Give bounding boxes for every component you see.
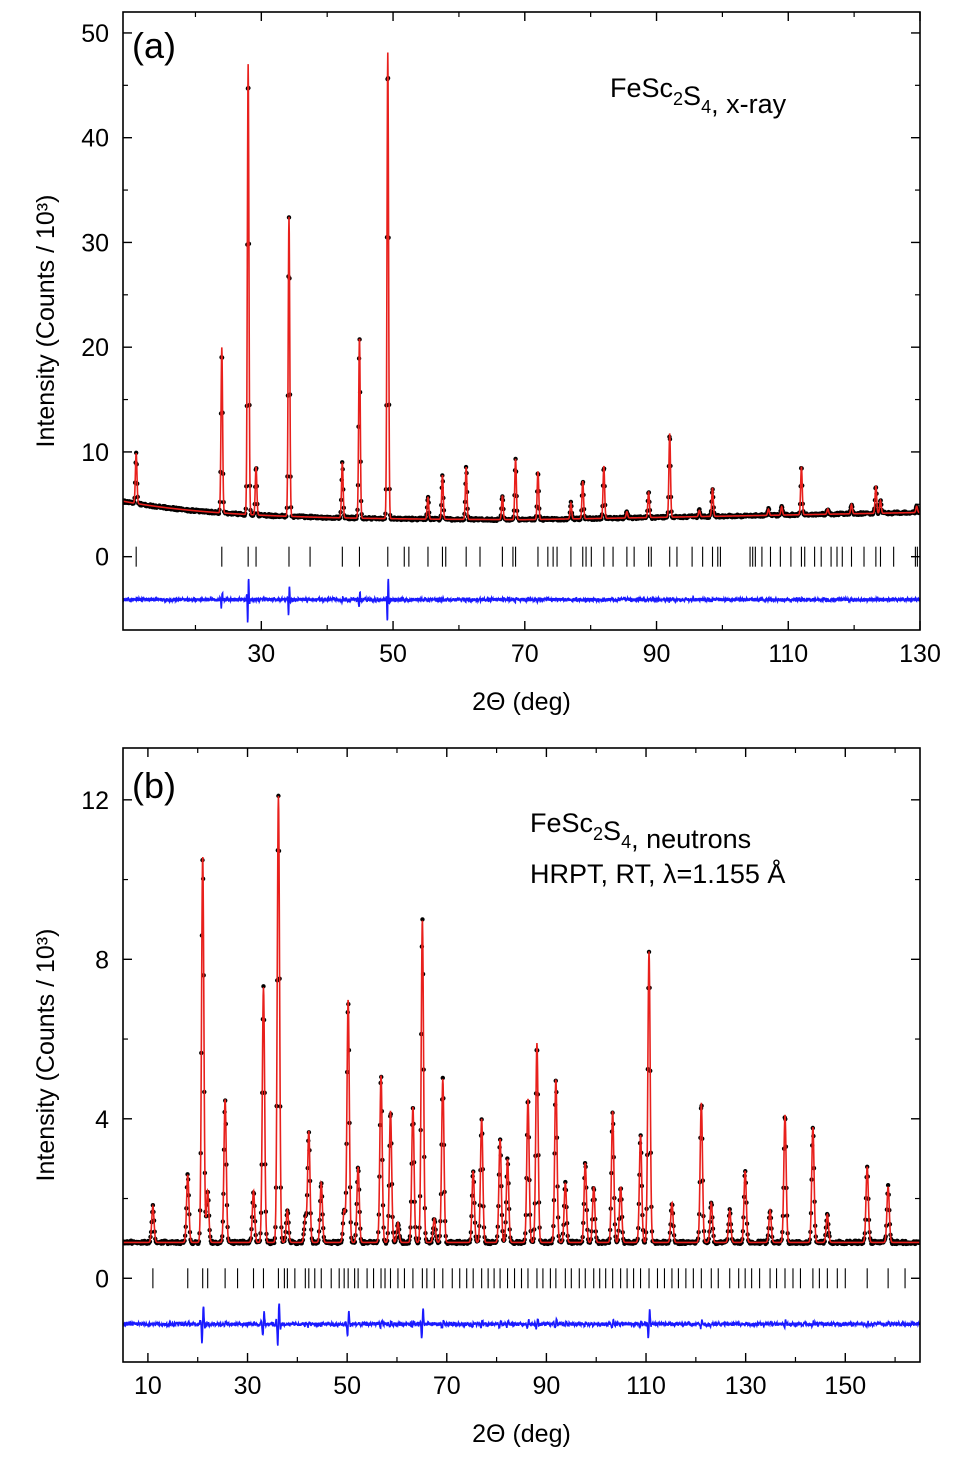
panel-b: 10 30 50 70 90 110 130 150 0 4 8 12 2Θ (deg) Intensit… bbox=[32, 747, 921, 1448]
observed-points bbox=[123, 75, 920, 524]
y-tick-label: 10 bbox=[81, 439, 109, 467]
x-tick-label: 30 bbox=[247, 640, 275, 668]
annotation-text: , neutrons bbox=[631, 824, 751, 854]
calculated-curve bbox=[123, 52, 920, 521]
x-tick-label: 10 bbox=[134, 1372, 162, 1400]
annotation-text: HRPT, RT, λ=1.155 Å bbox=[530, 858, 785, 889]
y-axis-title: Intensity (Counts / 10³) bbox=[32, 929, 60, 1182]
y-tick-label: 0 bbox=[95, 544, 109, 572]
x-tick-label: 90 bbox=[533, 1372, 561, 1400]
observed-points bbox=[123, 793, 920, 1247]
x-tick-label: 30 bbox=[234, 1372, 262, 1400]
annotation-line: FeSc2S4, x-ray bbox=[610, 73, 787, 119]
annotation-text: , x-ray bbox=[711, 89, 787, 119]
x-axis-title: 2Θ (deg) bbox=[472, 688, 571, 716]
bragg-ticks bbox=[152, 1268, 906, 1289]
y-axis-title: Intensity (Counts / 10³) bbox=[32, 195, 60, 448]
annotation-subscript: 2 bbox=[593, 824, 603, 844]
x-tick-label: 50 bbox=[379, 640, 407, 668]
y-tick-label: 12 bbox=[81, 787, 109, 815]
annotation-text: S bbox=[683, 81, 701, 111]
y-tick-label: 40 bbox=[81, 125, 109, 153]
panel-label: (b) bbox=[132, 765, 176, 806]
difference-curve bbox=[123, 1303, 920, 1346]
x-tick-label: 70 bbox=[433, 1372, 461, 1400]
x-tick-label: 110 bbox=[768, 640, 808, 668]
observed-point bbox=[563, 1179, 568, 1185]
panel-a: 30 50 70 90 110 130 0 10 20 30 40 50 2Θ (deg) Intensi… bbox=[32, 11, 941, 716]
x-tick-label: 110 bbox=[626, 1372, 666, 1400]
annotation-text: FeSc bbox=[530, 808, 593, 838]
observed-point bbox=[440, 1075, 445, 1081]
annotation-line: HRPT, RT, λ=1.155 Å bbox=[530, 858, 785, 889]
y-tick-label: 4 bbox=[95, 1106, 109, 1134]
annotation-subscript: 4 bbox=[621, 832, 631, 852]
x-tick-label: 70 bbox=[511, 640, 539, 668]
observed-point bbox=[420, 917, 425, 922]
annotation-subscript: 2 bbox=[673, 89, 683, 109]
difference-curve bbox=[123, 578, 920, 623]
y-tick-label: 50 bbox=[81, 20, 109, 48]
annotation-text: S bbox=[603, 816, 621, 846]
annotation-text: FeSc bbox=[610, 73, 673, 103]
y-tick-label: 8 bbox=[95, 946, 109, 974]
calculated-curve bbox=[123, 795, 920, 1244]
x-axis-title: 2Θ (deg) bbox=[472, 1420, 571, 1448]
x-tick-label: 150 bbox=[824, 1372, 866, 1400]
annotation-line: FeSc2S4, neutrons bbox=[530, 808, 751, 854]
observed-point bbox=[261, 984, 266, 989]
y-tick-label: 30 bbox=[81, 229, 109, 257]
x-tick-label: 50 bbox=[333, 1372, 361, 1400]
x-tick-label: 90 bbox=[643, 640, 671, 668]
annotation-subscript: 4 bbox=[701, 97, 711, 117]
observed-point bbox=[133, 450, 139, 456]
panel-label: (a) bbox=[132, 25, 176, 66]
x-tick-label: 130 bbox=[899, 640, 941, 668]
y-tick-label: 20 bbox=[81, 334, 109, 362]
x-tick-label: 130 bbox=[725, 1372, 767, 1400]
plot-frame bbox=[122, 11, 921, 631]
bragg-ticks bbox=[135, 546, 918, 567]
y-tick-label: 0 bbox=[95, 1265, 109, 1293]
